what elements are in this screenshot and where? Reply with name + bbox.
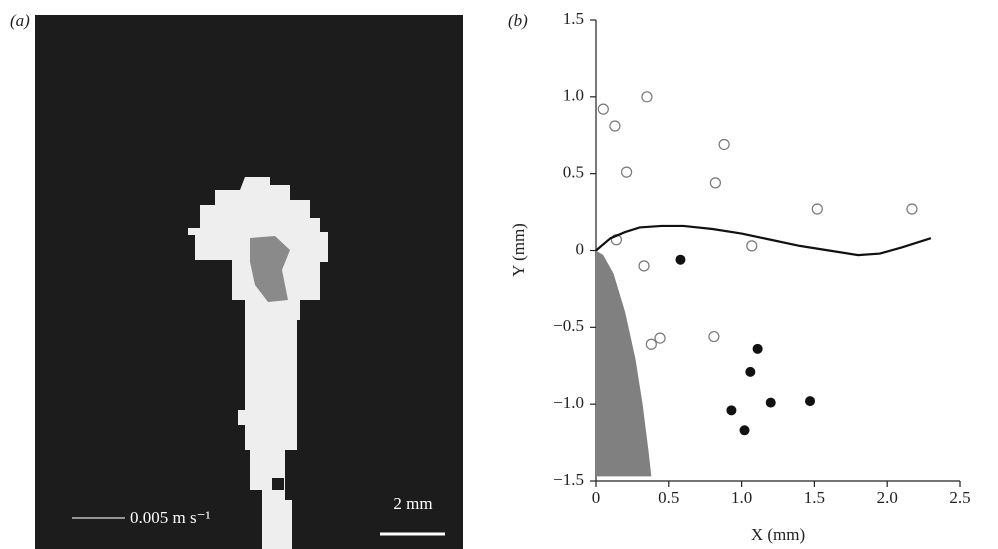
body-silhouette <box>250 236 290 302</box>
open-point <box>638 260 650 272</box>
flow-line <box>595 224 932 257</box>
x-tick-label: 1.5 <box>804 488 825 507</box>
x-tick-label: 2.0 <box>877 488 898 507</box>
open-point <box>718 138 730 151</box>
open-point <box>708 330 720 343</box>
filled-point <box>765 397 776 408</box>
open-point <box>709 177 721 189</box>
body-region <box>596 250 652 477</box>
x-axis-label: X (mm) <box>751 525 805 544</box>
y-axis-label: Y (mm) <box>509 223 528 277</box>
open-point <box>597 103 609 115</box>
filled-point <box>805 396 816 407</box>
open-point <box>654 332 666 344</box>
vortex-region <box>188 177 328 549</box>
x-tick-label: 1.0 <box>731 488 752 507</box>
panel-label: (b) <box>508 11 528 30</box>
open-point <box>645 338 657 350</box>
x-tick-label: 0.5 <box>658 488 679 507</box>
y-tick-label: 1.5 <box>563 9 584 28</box>
y-tick-label: 0 <box>576 239 585 258</box>
y-tick-label: 0.5 <box>563 163 584 182</box>
y-tick-label: −1.5 <box>553 470 584 489</box>
filled-point <box>675 254 686 265</box>
open-point <box>906 203 918 215</box>
open-point <box>620 166 633 178</box>
dark-cell <box>272 478 284 490</box>
x-tick-label: 2.5 <box>949 488 970 507</box>
open-point <box>641 91 653 103</box>
y-tick-label: −1.0 <box>553 393 584 412</box>
y-tick-label: 1.0 <box>563 86 584 105</box>
y-tick-label: −0.5 <box>553 316 584 335</box>
filled-point <box>726 405 737 416</box>
length-scale: 2 mm <box>393 494 432 513</box>
open-point <box>746 240 758 252</box>
velocity-scale: 0.005 m s⁻¹ <box>130 508 211 527</box>
open-point <box>609 120 621 132</box>
open-point <box>811 203 823 215</box>
filled-point <box>752 343 763 354</box>
x-tick-label: 0 <box>592 488 601 507</box>
filled-point <box>745 366 756 377</box>
panel-label: (a) <box>10 11 30 30</box>
filled-point <box>739 425 750 436</box>
